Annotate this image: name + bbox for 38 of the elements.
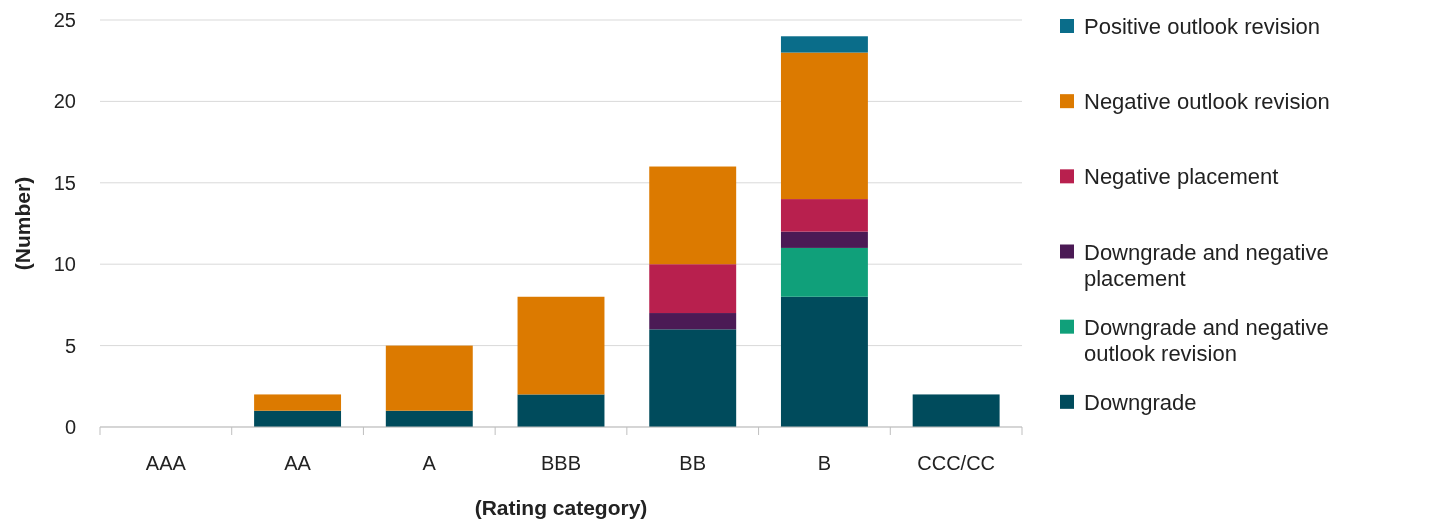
y-tick-label: 15: [53, 171, 76, 194]
bar: [780, 36, 868, 53]
bar: [780, 52, 868, 200]
x-tick-label: B: [817, 452, 832, 474]
bar: [649, 166, 737, 265]
bar: [517, 394, 605, 427]
bar: [254, 394, 342, 411]
legend-label: Downgrade and negative placement: [1084, 239, 1329, 291]
x-tick-label: BB: [679, 452, 707, 474]
bar: [649, 313, 737, 330]
legend-label: Downgrade and negative outlook revision: [1084, 314, 1329, 366]
bar: [649, 264, 737, 314]
y-tick-label: 20: [53, 90, 76, 113]
legend-label: Downgrade: [1084, 389, 1197, 415]
bar: [385, 410, 473, 427]
bar: [780, 247, 868, 297]
bar: [912, 394, 1000, 427]
legend-label: Negative outlook revision: [1084, 89, 1330, 115]
x-axis-title: (Rating category): [474, 496, 648, 519]
y-tick-label: 0: [64, 416, 76, 438]
y-tick-label: 25: [53, 9, 76, 31]
bar: [780, 231, 868, 248]
y-axis-title: (Number): [11, 176, 34, 271]
y-tick-label: 5: [64, 334, 76, 357]
bar: [780, 199, 868, 232]
bar: [254, 410, 342, 427]
bar: [385, 345, 473, 411]
bar: [649, 329, 737, 427]
legend-label: Positive outlook revision: [1084, 14, 1321, 39]
bar: [517, 296, 605, 395]
legend-label: Negative placement: [1084, 164, 1279, 190]
x-tick-label: BBB: [540, 452, 582, 474]
bar: [780, 296, 868, 427]
y-tick-label: 10: [53, 253, 76, 276]
x-tick-label: CCC/CC: [917, 452, 996, 474]
x-tick-label: AAA: [145, 452, 187, 474]
x-tick-label: AA: [284, 452, 312, 474]
x-tick-label: A: [422, 452, 437, 474]
